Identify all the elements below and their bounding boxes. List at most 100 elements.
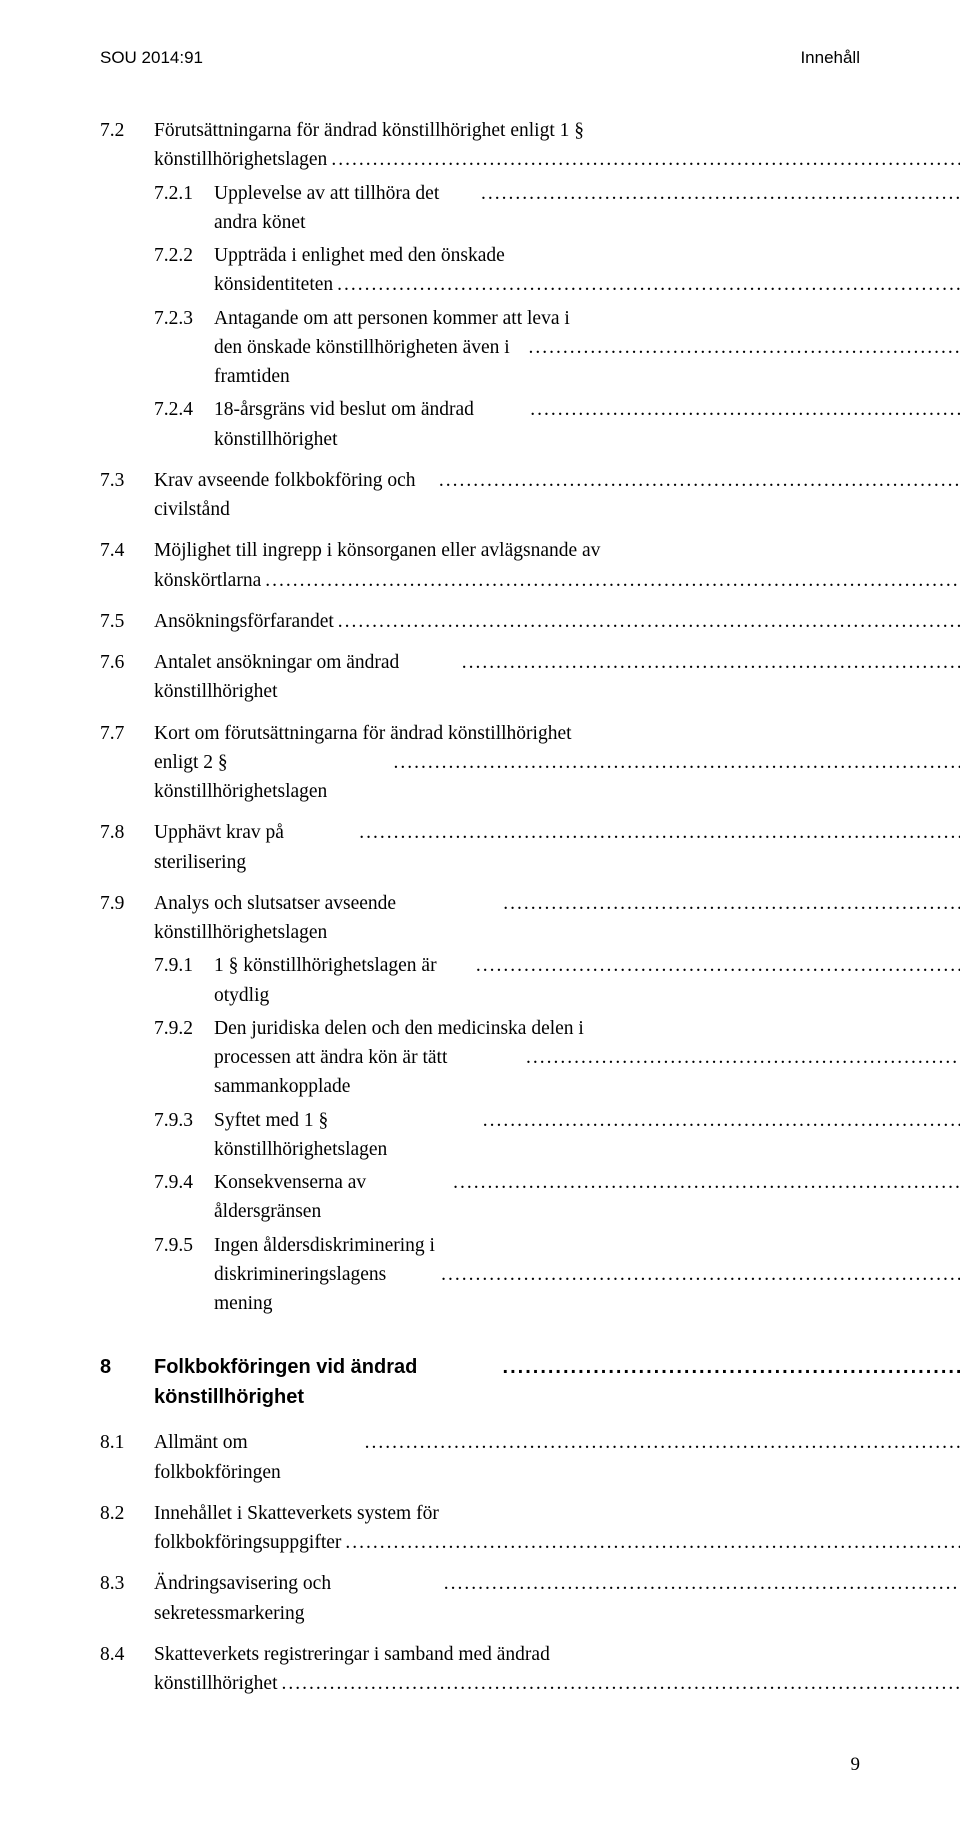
page-header: SOU 2014:91 Innehåll	[100, 48, 860, 68]
entry-last-line: könsidentiteten145	[214, 270, 960, 299]
entry-last-line: könskörtlarna150	[154, 566, 960, 595]
entry-text-wrap: 18-årsgräns vid beslut om ändrad könstil…	[214, 395, 960, 454]
entry-text-wrap: Antagande om att personen kommer att lev…	[214, 304, 960, 392]
doc-id: SOU 2014:91	[100, 48, 203, 68]
toc-entry: 7.9.11 § könstillhörighetslagen är otydl…	[100, 951, 860, 1010]
entry-text-wrap: Den juridiska delen och den medicinska d…	[214, 1014, 960, 1102]
dot-leader	[437, 1260, 960, 1289]
entry-last-line: den önskade könstillhörigheten även i fr…	[214, 333, 960, 392]
entry-number: 7.9.2	[154, 1014, 214, 1043]
dot-leader	[361, 1428, 960, 1457]
toc-entry: 7.9Analys och slutsatser avseende könsti…	[100, 889, 860, 948]
entry-text-line: könsidentiteten	[214, 270, 333, 299]
entry-number: 7.3	[100, 466, 154, 495]
entry-last-line: Antalet ansökningar om ändrad könstillhö…	[154, 648, 960, 707]
entry-number: 7.7	[100, 719, 154, 748]
entry-text-line: Folkbokföringen vid ändrad könstillhörig…	[154, 1352, 499, 1412]
toc-entry: 8.1Allmänt om folkbokföringen163	[100, 1428, 860, 1487]
toc-entry: 7.2.418-årsgräns vid beslut om ändrad kö…	[100, 395, 860, 454]
entry-number: 8.2	[100, 1499, 154, 1528]
entry-number: 8.4	[100, 1640, 154, 1669]
entry-last-line: könstillhörighetslagen143	[154, 145, 960, 174]
entry-text-line: Förutsättningarna för ändrad könstillhör…	[154, 116, 960, 145]
dot-leader	[390, 748, 960, 777]
toc-entry: 7.7Kort om förutsättningarna för ändrad …	[100, 719, 860, 807]
toc-entry: 7.9.2Den juridiska delen och den medicin…	[100, 1014, 860, 1102]
entry-text-wrap: Upphävt krav på sterilisering154	[154, 818, 960, 877]
entry-text-line: Ansökningsförfarandet	[154, 607, 334, 636]
table-of-contents: 7.2Förutsättningarna för ändrad könstill…	[100, 116, 860, 1698]
toc-entry: 8.4Skatteverkets registreringar i samban…	[100, 1640, 860, 1699]
toc-entry: 7.9.3Syftet med 1 § könstillhörighetslag…	[100, 1106, 860, 1165]
dot-leader	[479, 1106, 960, 1135]
entry-text-wrap: Kort om förutsättningarna för ändrad kön…	[154, 719, 960, 807]
page-footer: 9	[100, 1754, 860, 1776]
page-number: 9	[851, 1754, 861, 1775]
entry-number: 7.2.4	[154, 395, 214, 424]
entry-number: 7.2	[100, 116, 154, 145]
toc-entry: 7.8Upphävt krav på sterilisering154	[100, 818, 860, 877]
entry-text-wrap: Upplevelse av att tillhöra det andra kön…	[214, 179, 960, 238]
entry-number: 7.9.1	[154, 951, 214, 980]
entry-text-line: 18-årsgräns vid beslut om ändrad könstil…	[214, 395, 526, 454]
entry-text-line: Den juridiska delen och den medicinska d…	[214, 1014, 960, 1043]
entry-text-wrap: Konsekvenserna av åldersgränsen160	[214, 1168, 960, 1227]
entry-number: 7.2.1	[154, 179, 214, 208]
entry-last-line: Upphävt krav på sterilisering154	[154, 818, 960, 877]
entry-text-line: Kort om förutsättningarna för ändrad kön…	[154, 719, 960, 748]
entry-text-line: Möjlighet till ingrepp i könsorganen ell…	[154, 536, 960, 565]
entry-text-line: Upphävt krav på sterilisering	[154, 818, 355, 877]
entry-text-line: Innehållet i Skatteverkets system för	[154, 1499, 960, 1528]
toc-entry: 7.2.1Upplevelse av att tillhöra det andr…	[100, 179, 860, 238]
entry-text-line: Antagande om att personen kommer att lev…	[214, 304, 960, 333]
toc-entry: 7.9.4Konsekvenserna av åldersgränsen160	[100, 1168, 860, 1227]
entry-number: 7.9.4	[154, 1168, 214, 1197]
dot-leader	[477, 179, 960, 208]
entry-last-line: processen att ändra kön är tätt sammanko…	[214, 1043, 960, 1102]
entry-text-line: Antalet ansökningar om ändrad könstillhö…	[154, 648, 458, 707]
entry-text-wrap: Uppträda i enlighet med den önskadekönsi…	[214, 241, 960, 300]
entry-number: 7.9	[100, 889, 154, 918]
dot-leader	[449, 1168, 960, 1197]
entry-text-line: processen att ändra kön är tätt sammanko…	[214, 1043, 522, 1102]
dot-leader	[524, 333, 960, 362]
entry-last-line: Analys och slutsatser avseende könstillh…	[154, 889, 960, 948]
entry-text-wrap: Folkbokföringen vid ändrad könstillhörig…	[154, 1352, 960, 1412]
entry-last-line: Upplevelse av att tillhöra det andra kön…	[214, 179, 960, 238]
entry-last-line: diskrimineringslagens mening161	[214, 1260, 960, 1319]
entry-text-wrap: Antalet ansökningar om ändrad könstillhö…	[154, 648, 960, 707]
entry-last-line: enligt 2 § könstillhörighetslagen153	[154, 748, 960, 807]
entry-number: 7.2.2	[154, 241, 214, 270]
dot-leader	[499, 889, 960, 918]
entry-text-line: Skatteverkets registreringar i samband m…	[154, 1640, 960, 1669]
entry-last-line: könstillhörighet167	[154, 1669, 960, 1698]
entry-text-wrap: Ingen åldersdiskriminering idiskrimineri…	[214, 1231, 960, 1319]
dot-leader	[440, 1569, 960, 1598]
entry-number: 7.4	[100, 536, 154, 565]
entry-last-line: folkbokföringsuppgifter164	[154, 1528, 960, 1557]
entry-text-line: Konsekvenserna av åldersgränsen	[214, 1168, 449, 1227]
dot-leader	[334, 607, 960, 636]
entry-last-line: Ansökningsförfarandet151	[154, 607, 960, 636]
entry-text-line: könstillhörighet	[154, 1669, 278, 1698]
entry-text-line: folkbokföringsuppgifter	[154, 1528, 341, 1557]
dot-leader	[435, 466, 960, 495]
section-label: Innehåll	[800, 48, 860, 68]
entry-text-wrap: Möjlighet till ingrepp i könsorganen ell…	[154, 536, 960, 595]
dot-leader	[278, 1669, 960, 1698]
entry-number: 8	[100, 1352, 154, 1382]
entry-number: 7.2.3	[154, 304, 214, 333]
entry-number: 8.1	[100, 1428, 154, 1457]
dot-leader	[333, 270, 960, 299]
entry-text-line: könstillhörighetslagen	[154, 145, 327, 174]
dot-leader	[522, 1043, 960, 1072]
entry-number: 7.9.3	[154, 1106, 214, 1135]
dot-leader	[355, 818, 960, 847]
toc-entry: 7.2.2Uppträda i enlighet med den önskade…	[100, 241, 860, 300]
entry-text-wrap: Ansökningsförfarandet151	[154, 607, 960, 636]
entry-text-line: Krav avseende folkbokföring och civilstå…	[154, 466, 435, 525]
entry-text-line: Uppträda i enlighet med den önskade	[214, 241, 960, 270]
entry-text-wrap: Krav avseende folkbokföring och civilstå…	[154, 466, 960, 525]
entry-text-line: Allmänt om folkbokföringen	[154, 1428, 361, 1487]
entry-number: 7.9.5	[154, 1231, 214, 1260]
